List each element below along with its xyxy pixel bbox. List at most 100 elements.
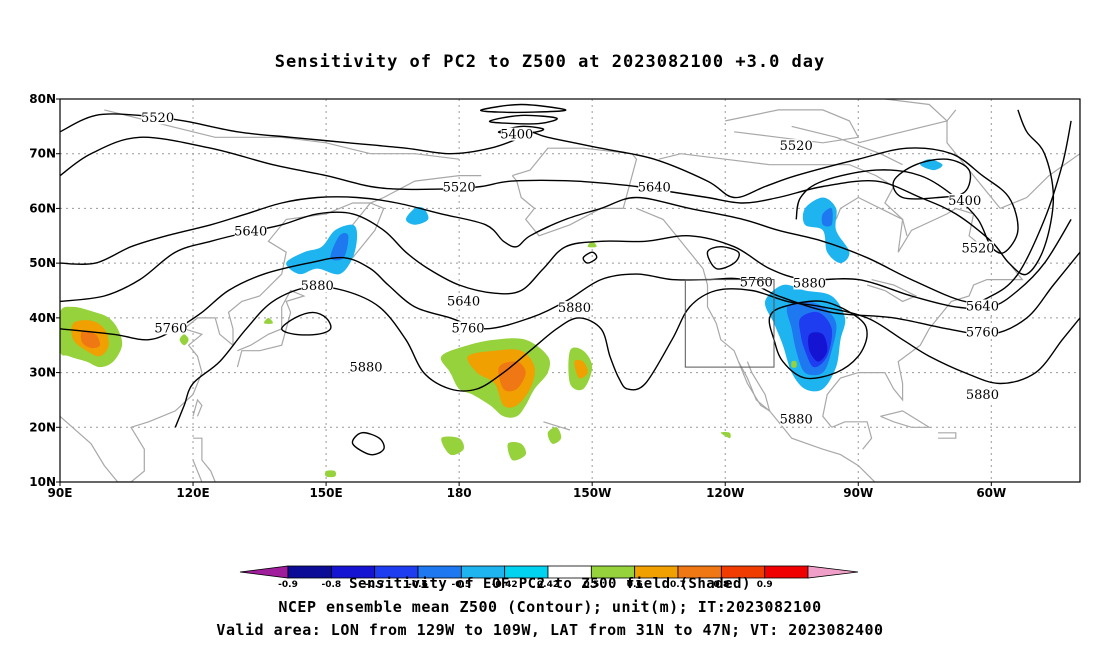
contour-label-bg: [638, 180, 671, 194]
coastline: [791, 125, 903, 166]
contour-label: 5760: [966, 326, 999, 341]
contour-label: 5400: [948, 194, 981, 209]
sensitivity-patch: [263, 317, 273, 324]
z500-contour: [60, 109, 1055, 276]
sensitivity-patch: [574, 359, 588, 379]
caption-shaded: Sensitivity of EOF PC2 to Z500 field (Sh…: [349, 576, 751, 592]
contour-label-bg: [966, 388, 999, 402]
caption-valid-area: Valid area: LON from 129W to 109W, LAT f…: [216, 621, 884, 639]
contour-label: 5880: [793, 276, 826, 291]
contour-label: 5880: [301, 279, 334, 294]
colorbar-level-label: -0.9: [278, 580, 298, 590]
coastline: [192, 398, 203, 417]
sensitivity-patch: [330, 233, 349, 261]
contour-label-bg: [962, 241, 994, 255]
sensitivity-patch: [405, 207, 429, 225]
contour-label-bg: [966, 299, 999, 313]
contour-label: 5640: [966, 299, 999, 314]
lon-tick-label: 120E: [176, 486, 209, 500]
coastline: [835, 196, 908, 236]
contour-label: 5760: [451, 321, 484, 336]
contour-label-bg: [780, 412, 813, 426]
coastline: [946, 109, 1001, 209]
colorbar-high-arrow: [807, 565, 859, 579]
lon-tick-label: 120W: [706, 486, 744, 500]
coastline: [658, 153, 1024, 428]
contour-label: 5640: [234, 225, 267, 240]
colorbar-level-label: -0.42: [492, 580, 518, 590]
z500-contour: [351, 431, 385, 456]
colorbar-level-label: 0.8: [713, 580, 729, 590]
contour-label: 5520: [780, 139, 813, 154]
coastline: [192, 437, 216, 482]
z500-contour: [479, 103, 567, 114]
contour-label: 5520: [443, 181, 476, 196]
contour-label: 5400: [500, 128, 533, 143]
colorbar-level-label: -0.7: [365, 580, 385, 590]
colorbar-level-label: -0.6: [408, 580, 428, 590]
sensitivity-patch: [80, 331, 101, 349]
sensitivity-patch: [808, 332, 828, 362]
colorbar-level-label: -0.8: [321, 580, 341, 590]
coastline: [880, 410, 932, 428]
contour-label-bg: [447, 294, 480, 308]
colorbar-level-label: 0.5: [583, 580, 599, 590]
contour-label: 5520: [961, 241, 994, 256]
sensitivity-patch: [507, 441, 527, 461]
coastline: [543, 421, 571, 431]
lon-tick-label: 90W: [843, 486, 873, 500]
contour-label-bg: [740, 275, 773, 289]
colorbar-level-label: -0.5: [451, 580, 471, 590]
lat-tick-label: 60N: [29, 201, 56, 215]
contour-label-bg: [141, 111, 174, 125]
z500-contour: [60, 251, 1080, 341]
contour-label: 5760: [740, 275, 773, 290]
colorbar-level-label: 0.6: [627, 580, 643, 590]
lat-tick-label: 30N: [29, 366, 56, 380]
z500-contour: [280, 311, 332, 336]
z500-contour: [60, 113, 1019, 254]
contour-label: 5880: [558, 301, 591, 316]
map-frame: [59, 98, 1081, 483]
coastline: [858, 99, 949, 144]
contour-label-bg: [793, 276, 826, 290]
colorbar-level-label: 0.9: [757, 580, 773, 590]
lon-tick-label: 180: [447, 486, 472, 500]
colorbar-level-label: 0.42: [537, 580, 559, 590]
coastline: [737, 361, 771, 413]
valid-area-box: [684, 279, 775, 368]
contour-label: 5640: [447, 295, 480, 310]
page-title: Sensitivity of PC2 to Z500 at 2023082100…: [274, 52, 826, 72]
sensitivity-patch: [498, 361, 526, 392]
coastline: [999, 99, 1080, 209]
sensitivity-patch: [821, 207, 833, 227]
lat-tick-label: 40N: [29, 311, 56, 325]
contour-label: 5880: [966, 388, 999, 403]
sensitivity-shading: [60, 159, 943, 478]
sensitivity-patch: [791, 360, 797, 368]
z500-contour: [768, 300, 868, 380]
contour-label: 5880: [780, 413, 813, 428]
coastline: [636, 207, 876, 482]
sensitivity-patch: [441, 436, 465, 456]
contour-label-bg: [452, 321, 484, 335]
caption-contour: NCEP ensemble mean Z500 (Contour); unit(…: [278, 598, 822, 616]
lat-tick-label: 80N: [29, 92, 56, 106]
lon-tick-label: 90E: [48, 486, 73, 500]
contour-label-bg: [558, 301, 591, 315]
contour-label-bg: [301, 279, 334, 293]
lon-tick-label: 150E: [309, 486, 342, 500]
contour-label: 5760: [154, 321, 187, 336]
contour-label-bg: [350, 360, 382, 374]
coastline: [938, 432, 957, 439]
coastline: [236, 289, 306, 368]
lat-tick-label: 20N: [29, 420, 56, 434]
contour-label: 5640: [638, 181, 671, 196]
lat-tick-label: 50N: [29, 256, 56, 270]
sensitivity-patch: [720, 432, 731, 439]
contour-label-bg: [780, 139, 813, 153]
lon-tick-label: 60W: [976, 486, 1006, 500]
coastline: [725, 109, 860, 144]
contour-labels: 5520 5400 5520 5520 5640 5400 5640 5520 5880 5760…: [141, 111, 999, 428]
